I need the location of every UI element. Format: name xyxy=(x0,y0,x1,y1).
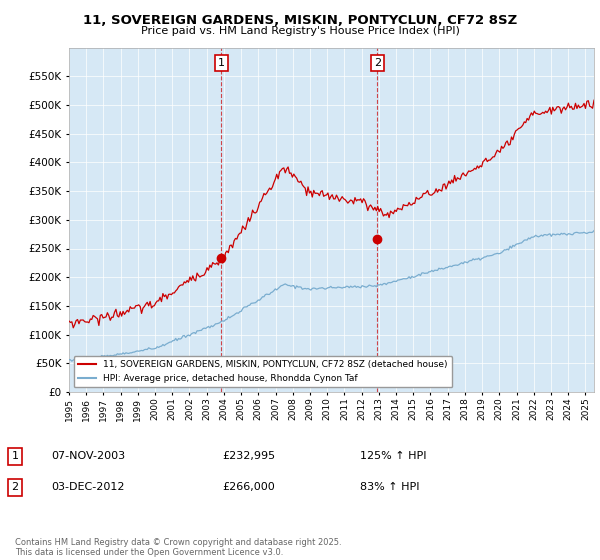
Text: 2: 2 xyxy=(374,58,381,68)
Text: 07-NOV-2003: 07-NOV-2003 xyxy=(51,451,125,461)
Text: 1: 1 xyxy=(218,58,225,68)
Text: £266,000: £266,000 xyxy=(222,482,275,492)
Text: Price paid vs. HM Land Registry's House Price Index (HPI): Price paid vs. HM Land Registry's House … xyxy=(140,26,460,36)
Text: 1: 1 xyxy=(11,451,19,461)
Text: 83% ↑ HPI: 83% ↑ HPI xyxy=(360,482,419,492)
Text: £232,995: £232,995 xyxy=(222,451,275,461)
Text: 03-DEC-2012: 03-DEC-2012 xyxy=(51,482,125,492)
Text: 2: 2 xyxy=(11,482,19,492)
Text: Contains HM Land Registry data © Crown copyright and database right 2025.
This d: Contains HM Land Registry data © Crown c… xyxy=(15,538,341,557)
Legend: 11, SOVEREIGN GARDENS, MISKIN, PONTYCLUN, CF72 8SZ (detached house), HPI: Averag: 11, SOVEREIGN GARDENS, MISKIN, PONTYCLUN… xyxy=(74,356,452,388)
Text: 125% ↑ HPI: 125% ↑ HPI xyxy=(360,451,427,461)
Text: 11, SOVEREIGN GARDENS, MISKIN, PONTYCLUN, CF72 8SZ: 11, SOVEREIGN GARDENS, MISKIN, PONTYCLUN… xyxy=(83,14,517,27)
